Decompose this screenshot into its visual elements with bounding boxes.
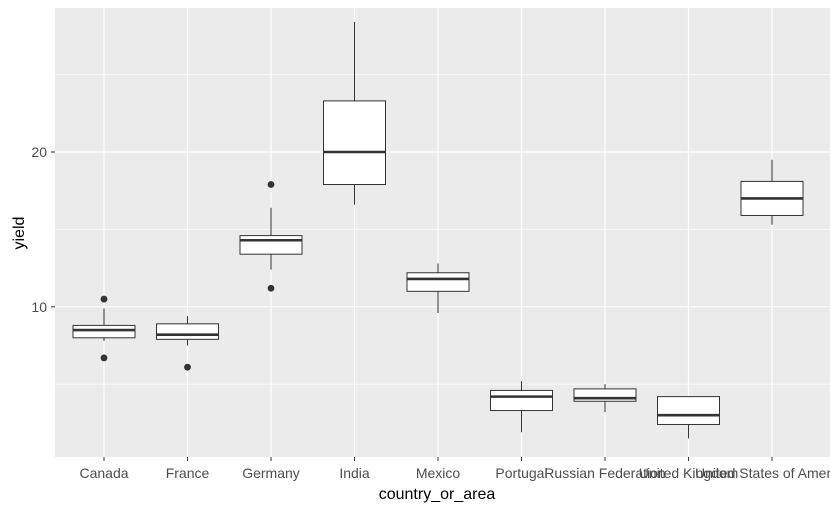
x-tick-label: France xyxy=(166,465,210,481)
box-body xyxy=(490,389,553,412)
box-body xyxy=(323,100,386,186)
box-body xyxy=(239,235,303,255)
x-tick-label: Mexico xyxy=(416,465,461,481)
box-body xyxy=(657,396,720,425)
box-body xyxy=(72,324,136,339)
x-tick-label: United States of America xyxy=(695,465,830,481)
box-3 xyxy=(323,21,386,205)
boxes-layer xyxy=(72,21,804,439)
box-0 xyxy=(72,295,136,362)
x-tick-label: Portugal xyxy=(495,465,547,481)
x-tick-label: United Kingdom xyxy=(639,465,739,481)
x-tick-label: Germany xyxy=(242,465,300,481)
y-tick-label: 20 xyxy=(31,144,47,160)
outlier-point xyxy=(100,295,108,303)
plot-panel xyxy=(55,8,830,457)
box-4 xyxy=(406,263,470,314)
x-axis-title: country_or_area xyxy=(379,486,496,503)
x-tick-label: Russian Federation xyxy=(544,465,665,481)
box-body xyxy=(156,323,219,340)
box-5 xyxy=(490,381,553,433)
x-axis: Canada France Germany India Mexico PortugalRu… xyxy=(79,457,830,481)
box-8 xyxy=(740,159,804,225)
y-axis-title: yield xyxy=(11,217,28,250)
x-tick-label: India xyxy=(339,465,370,481)
grid-lines xyxy=(55,8,830,457)
box-6 xyxy=(573,384,637,413)
outlier-point xyxy=(267,284,275,292)
box-body xyxy=(406,272,470,292)
box-2 xyxy=(239,181,303,292)
outlier-point xyxy=(184,363,191,371)
box-1 xyxy=(156,316,219,371)
y-tick-label: 10 xyxy=(31,299,47,315)
y-axis: 10 20 xyxy=(31,144,55,315)
box-7 xyxy=(657,396,720,439)
outlier-point xyxy=(267,181,275,188)
x-tick-label: Canada xyxy=(79,465,128,481)
outlier-point xyxy=(100,354,108,362)
